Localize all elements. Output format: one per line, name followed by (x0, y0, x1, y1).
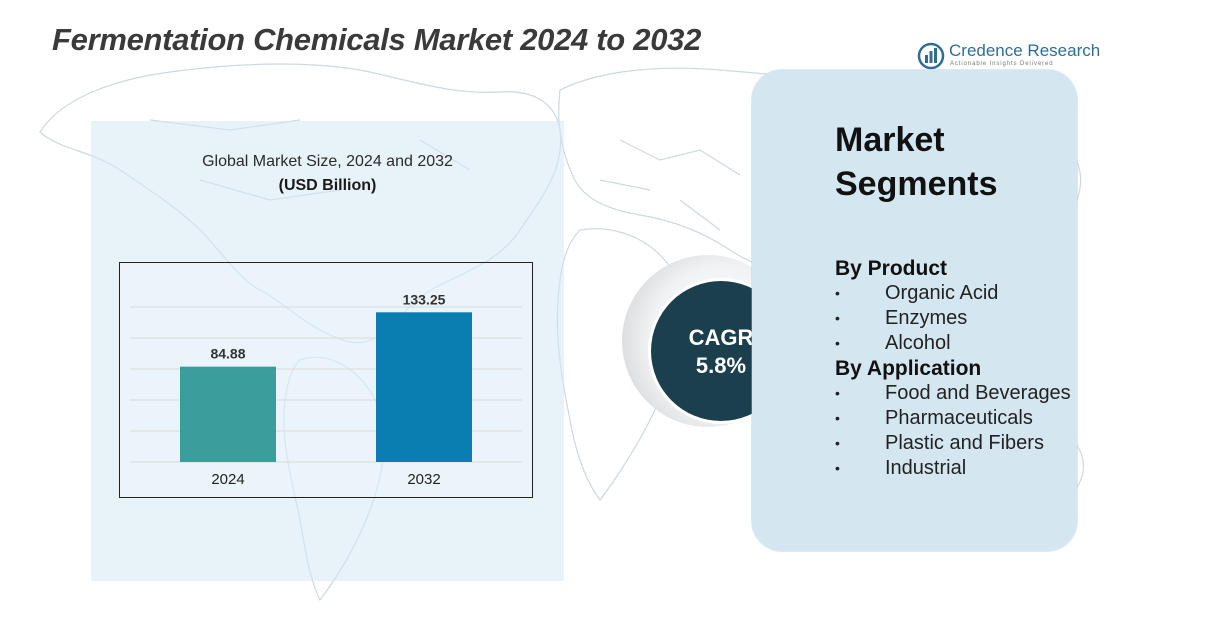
market-segments-card: Market Segments By Product • Organic Acid… (752, 70, 1077, 551)
brand-name: Credence Research (949, 41, 1101, 60)
segments-heading-line2: Segments (835, 165, 998, 203)
segments-heading-line1: Market (835, 121, 945, 159)
segment-item: • Food and Beverages (835, 381, 1075, 406)
bullet-icon: • (835, 285, 840, 301)
data-label-2032: 133.25 (403, 291, 446, 307)
segment-item-label: Organic Acid (885, 282, 999, 304)
chart-frame: 84.88 2024 133.25 2032 (119, 262, 533, 498)
bullet-icon: • (835, 435, 840, 451)
segment-item-label: Industrial (885, 457, 967, 479)
segment-item: • Organic Acid (835, 281, 1075, 306)
segment-item: • Industrial (835, 456, 1075, 481)
segment-group-title: By Application (835, 357, 982, 380)
segment-item: • Enzymes (835, 306, 1075, 331)
segment-item-label: Enzymes (885, 307, 968, 329)
segment-item-label: Pharmaceuticals (885, 407, 1033, 429)
bullet-icon: • (835, 410, 840, 426)
x-tick-label-2024: 2024 (211, 471, 244, 488)
page-title: Fermentation Chemicals Market 2024 to 20… (52, 22, 702, 57)
bar-2032 (376, 312, 472, 462)
segment-item-label: Alcohol (885, 332, 951, 354)
bullet-icon: • (835, 460, 840, 476)
bar-chart: 84.88 2024 133.25 2032 (130, 291, 522, 488)
brand-logo: Credence Research Actionable Insights De… (917, 40, 1107, 72)
x-tick-label-2032: 2032 (407, 471, 440, 488)
segment-item-label: Plastic and Fibers (885, 432, 1044, 454)
bullet-icon: • (835, 310, 840, 326)
market-size-chart-panel: Global Market Size, 2024 and 2032 (USD B… (91, 121, 564, 581)
data-label-2024: 84.88 (210, 346, 245, 362)
segment-item: • Pharmaceuticals (835, 406, 1075, 431)
segment-group-title: By Product (835, 257, 948, 280)
segment-item: • Plastic and Fibers (835, 431, 1075, 456)
cagr-label: CAGR (688, 325, 754, 350)
segments-list: By Product • Organic Acid • Enzymes • Alcoh… (835, 256, 1075, 481)
bullet-icon: • (835, 335, 840, 351)
segments-heading: Market Segments (835, 118, 1055, 206)
cagr-value: 5.8% (695, 353, 747, 378)
segment-item-label: Food and Beverages (885, 382, 1071, 404)
chart-unit: (USD Billion) (278, 177, 377, 194)
segment-item: • Alcohol (835, 331, 1075, 356)
brand-tagline: Actionable Insights Delivered (950, 61, 1054, 67)
chart-title: Global Market Size, 2024 and 2032 (202, 153, 453, 170)
bullet-icon: • (835, 385, 840, 401)
bar-2024 (180, 366, 276, 462)
bar-chart-logo-icon (917, 42, 945, 70)
